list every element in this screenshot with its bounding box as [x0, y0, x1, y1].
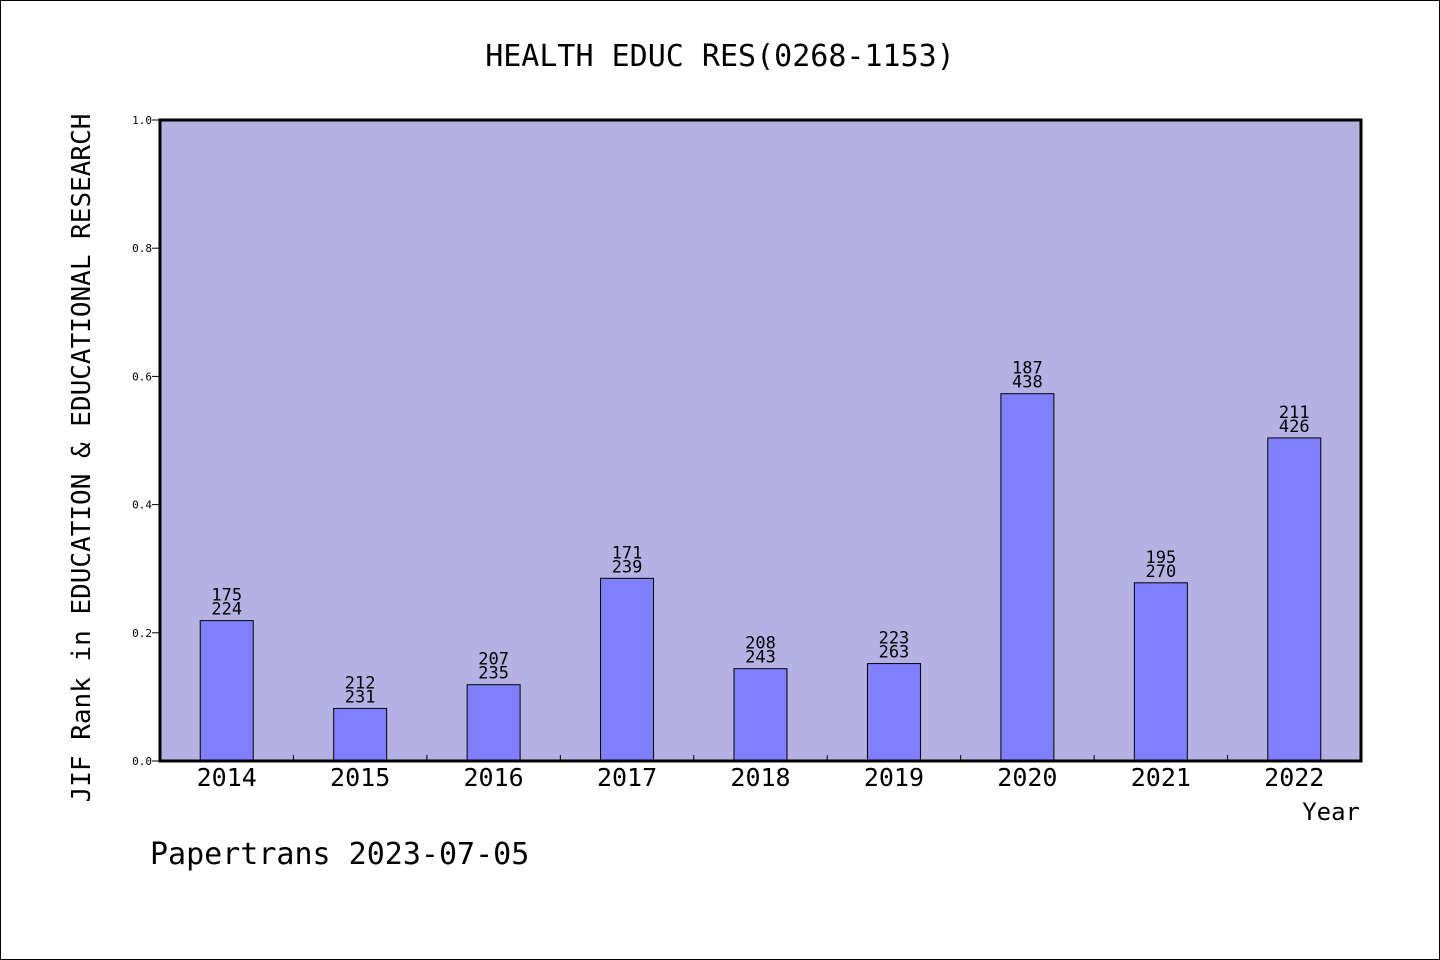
x-tick-label: 2015 — [330, 763, 390, 792]
data-label-total: 263 — [879, 643, 910, 663]
data-label-rank: 175 — [211, 586, 242, 606]
data-label-rank: 187 — [1012, 359, 1043, 379]
x-tick-label: 2016 — [464, 763, 524, 792]
chart-title: HEALTH EDUC RES(0268-1153) — [485, 39, 955, 74]
data-label-rank: 223 — [879, 629, 910, 649]
x-tick-label: 2014 — [197, 763, 257, 792]
y-tick-label: 0.8 — [132, 242, 152, 255]
x-tick-label: 2020 — [997, 763, 1057, 792]
x-tick-label: 2019 — [864, 763, 924, 792]
data-label-total: 235 — [478, 664, 509, 684]
bar-2016 — [466, 684, 521, 762]
x-axis-ticks: 2014 2015 2016 2017 2018 2019 2020 2021 2022 — [197, 755, 1324, 792]
bar-2019 — [866, 663, 921, 762]
data-label-rank: 195 — [1145, 548, 1176, 568]
y-tick-label: 0.4 — [132, 499, 152, 512]
y-tick-label: 0.2 — [132, 627, 152, 640]
bar-2022 — [1267, 437, 1322, 762]
x-axis-label: Year — [1302, 798, 1360, 826]
plot-border — [158, 118, 1363, 763]
data-label-total: 224 — [211, 600, 242, 620]
y-axis-label: JIF Rank in EDUCATION & EDUCATIONAL RESE… — [67, 114, 97, 803]
x-tick-label: 2022 — [1264, 763, 1324, 792]
y-tick-label: 0.6 — [132, 370, 152, 383]
bar-2014 — [199, 620, 254, 762]
x-tick-label: 2017 — [597, 763, 657, 792]
x-tick-label: 2021 — [1131, 763, 1191, 792]
bar-2020 — [1000, 393, 1055, 762]
data-label-total: 438 — [1012, 373, 1043, 393]
data-label-rank: 211 — [1279, 403, 1310, 423]
data-label-rank: 212 — [345, 673, 376, 693]
footer-text: Papertrans 2023-07-05 — [150, 837, 529, 872]
data-label-total: 239 — [612, 557, 643, 577]
data-label-total: 270 — [1145, 562, 1176, 582]
data-label-rank: 208 — [745, 634, 776, 654]
y-tick-label: 1.0 — [132, 114, 152, 127]
bar-2015 — [333, 707, 388, 762]
data-label-total: 243 — [745, 648, 776, 668]
data-label-rank: 171 — [612, 543, 643, 563]
bars: 1752242122312072351712392082432232631874… — [199, 359, 1322, 762]
y-axis-ticks: 0.0 0.2 0.4 0.6 0.8 1.0 — [132, 114, 160, 768]
bar-2017 — [600, 577, 655, 762]
x-tick-label: 2018 — [730, 763, 790, 792]
data-label-total: 231 — [345, 687, 376, 707]
bar-2018 — [733, 668, 788, 762]
bar-2021 — [1133, 582, 1188, 762]
y-tick-label: 0.0 — [132, 755, 152, 768]
data-label-total: 426 — [1279, 417, 1310, 437]
data-label-rank: 207 — [478, 650, 509, 670]
